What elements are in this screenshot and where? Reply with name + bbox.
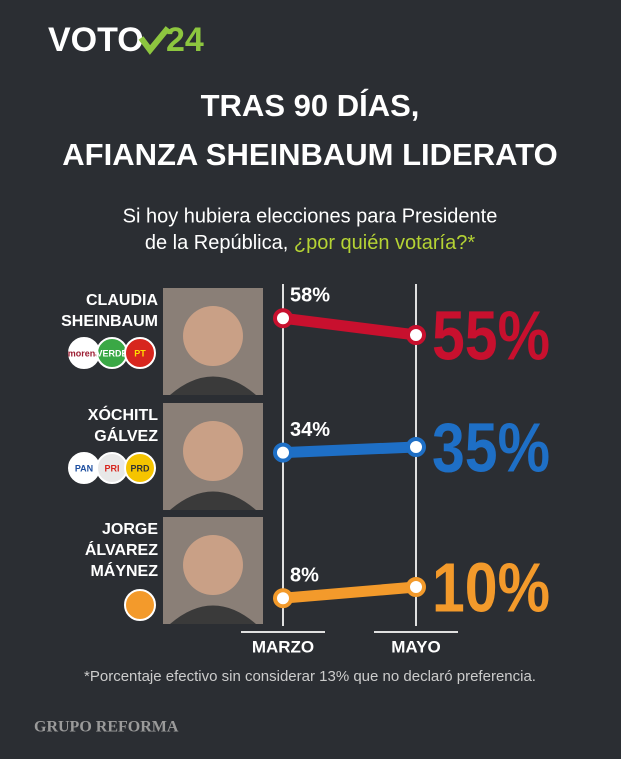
value-label: 8% [290, 564, 319, 586]
point [273, 442, 293, 463]
slope-line [282, 312, 417, 341]
candidate-name: XÓCHITL GÁLVEZ [87, 407, 158, 445]
subtitle-highlight: ¿por quién votaría?* [294, 232, 475, 254]
subtitle: de la República, [145, 232, 288, 254]
title-line: AFIANZA SHEINBAUM LIDERATO [62, 137, 557, 172]
value-label: 34% [290, 419, 330, 441]
party-label: PT [134, 348, 146, 358]
footnote: *Porcentaje efectivo sin considerar 13% … [84, 668, 536, 685]
point [273, 588, 293, 609]
party-label: PRD [130, 463, 150, 473]
x-tick-label: MAYO [391, 637, 440, 656]
logo-check [138, 26, 171, 55]
photo-face [183, 421, 243, 481]
point [406, 325, 426, 345]
point [406, 577, 426, 597]
slope-line [282, 581, 417, 604]
logo-text: VOTO [48, 21, 144, 59]
value-label-big: 55% [432, 296, 550, 374]
photo-face [183, 306, 243, 366]
photo-body [170, 605, 256, 624]
party-logo [124, 589, 156, 621]
party-label: morena [68, 348, 102, 358]
subtitle: Si hoy hubiera elecciones para President… [123, 205, 498, 227]
photo-body [170, 376, 256, 395]
value-label-big: 35% [432, 408, 550, 486]
party-logo [124, 452, 156, 484]
party-label: PAN [75, 463, 93, 473]
party-label: PRI [104, 463, 119, 473]
x-tick-label: MARZO [252, 637, 314, 656]
candidate-name: JORGE ÁLVAREZ MÁYNEZ [84, 521, 158, 580]
logo-number: 24 [166, 21, 204, 59]
source: GRUPO REFORMA [34, 719, 179, 736]
photo-body [170, 491, 256, 510]
value-label: 58% [290, 284, 330, 306]
point [273, 308, 293, 329]
title-line: TRAS 90 DÍAS, [201, 88, 420, 123]
photo-face [183, 535, 243, 595]
point [406, 437, 426, 457]
candidate-name: CLAUDIA SHEINBAUM [61, 292, 158, 330]
party-label: VERDE [96, 348, 127, 358]
subtitle: de la República, ¿por quién votaría?* [145, 232, 475, 254]
party-logo [124, 337, 156, 369]
value-label-big: 10% [432, 548, 550, 626]
slope-line [282, 441, 417, 459]
